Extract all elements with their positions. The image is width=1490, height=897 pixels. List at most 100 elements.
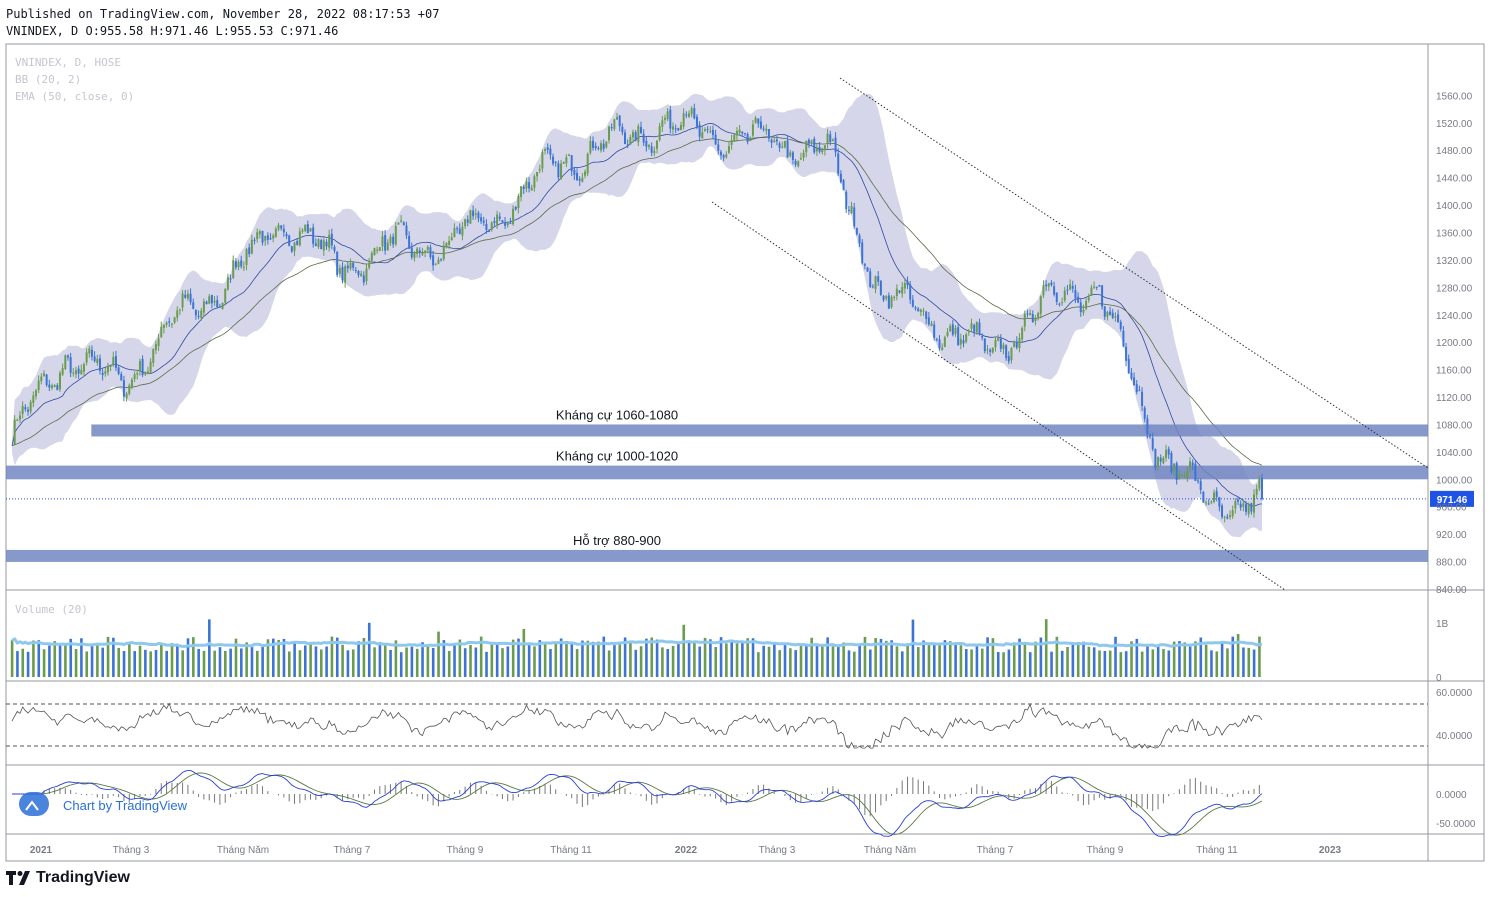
- candle-body: [578, 179, 581, 181]
- candle-body: [42, 373, 45, 376]
- candle-body: [66, 355, 69, 358]
- volume-bar: [298, 650, 302, 677]
- cloud-chart-icon: [25, 800, 39, 811]
- candle-body: [64, 355, 67, 369]
- candle-body: [906, 281, 909, 286]
- price-plot: [6, 77, 1428, 590]
- tradingview-footer-logo[interactable]: TradingView: [6, 869, 130, 887]
- volume-bar: [975, 645, 979, 677]
- volume-bar: [1087, 646, 1091, 677]
- candle-body: [258, 231, 261, 235]
- candle-body: [869, 271, 872, 287]
- candle-body: [1175, 463, 1178, 480]
- candle-body: [24, 407, 27, 410]
- candle-body: [1031, 314, 1034, 323]
- volume-bar: [757, 652, 760, 677]
- candle-body: [408, 235, 411, 249]
- candle-body: [943, 337, 946, 348]
- candle-body: [701, 132, 704, 139]
- ema50-line: [11, 136, 1263, 466]
- volume-bar: [490, 642, 494, 677]
- volume-bar: [511, 639, 515, 677]
- volume-bar: [176, 645, 179, 677]
- candle-body: [74, 370, 77, 375]
- volume-bar: [106, 636, 110, 677]
- candle-body: [93, 356, 96, 362]
- candle-body: [970, 323, 973, 329]
- candle-body: [378, 247, 381, 251]
- volume-bar: [746, 638, 750, 677]
- candle-body: [250, 239, 253, 254]
- volume-bar: [538, 640, 542, 677]
- candle-body: [735, 130, 738, 136]
- price-tick-label: 920.00: [1436, 530, 1467, 541]
- candle-body: [152, 349, 155, 363]
- volume-bar: [869, 649, 872, 677]
- candle-body: [717, 144, 720, 151]
- volume-bar: [789, 648, 792, 677]
- volume-bar: [1082, 641, 1085, 677]
- candle-body: [799, 158, 802, 160]
- candle-body: [679, 124, 682, 131]
- candle-body: [333, 246, 336, 251]
- candle-body: [442, 245, 445, 260]
- candle-body: [242, 266, 245, 268]
- candle-body: [1101, 285, 1104, 307]
- volume-bar: [1071, 644, 1075, 677]
- zone-label: Kháng cự 1060-1080: [556, 407, 678, 422]
- volume-bar: [234, 638, 238, 677]
- volume-bar: [607, 650, 611, 677]
- candle-body: [1143, 407, 1146, 419]
- legend-ema: EMA (50, close, 0): [15, 90, 134, 103]
- footer-brand: TradingView: [36, 869, 130, 886]
- candle-body: [416, 248, 419, 254]
- candle-body: [874, 276, 877, 289]
- candle-body: [1093, 286, 1096, 288]
- candle-body: [488, 231, 491, 233]
- candle-body: [714, 134, 717, 145]
- volume-bar: [341, 644, 344, 677]
- candle-body: [426, 246, 429, 250]
- candle-body: [170, 323, 173, 325]
- price-tick-label: 1400.00: [1436, 201, 1473, 212]
- candle-body: [469, 210, 472, 224]
- candle-body: [1207, 503, 1210, 505]
- candle-body: [879, 280, 882, 295]
- candle-body: [610, 127, 613, 129]
- candle-body: [1103, 306, 1106, 317]
- candle-body: [322, 240, 325, 251]
- candle-body: [1082, 309, 1085, 313]
- candle-body: [370, 253, 373, 261]
- volume-bar: [948, 641, 952, 677]
- candle-body: [1106, 311, 1109, 317]
- candle-body: [1007, 356, 1010, 362]
- volume-bar: [501, 648, 504, 677]
- candle-body: [357, 270, 360, 275]
- volume-bar: [911, 619, 915, 677]
- candle-body: [106, 366, 109, 373]
- candle-body: [1047, 283, 1050, 287]
- volume-bar: [655, 639, 659, 677]
- volume-bar: [682, 624, 686, 677]
- candle-body: [362, 275, 365, 283]
- candle-body: [826, 133, 829, 144]
- candle-body: [546, 147, 549, 150]
- candle-body: [538, 168, 541, 171]
- candle-body: [114, 356, 117, 368]
- candle-body: [570, 155, 573, 172]
- volume-bar: [543, 642, 547, 677]
- volume-bar: [1130, 641, 1133, 677]
- volume-bar: [287, 651, 291, 677]
- candle-body: [464, 219, 467, 227]
- candle-body: [917, 308, 920, 312]
- volume-bar: [890, 640, 893, 677]
- candle-body: [850, 206, 853, 213]
- volume-bar: [437, 631, 440, 677]
- volume-bar: [1002, 652, 1005, 677]
- candle-body: [1138, 390, 1141, 392]
- candle-body: [605, 141, 608, 148]
- candle-body: [504, 222, 507, 226]
- candle-body: [901, 286, 904, 294]
- volume-bar: [1060, 650, 1064, 677]
